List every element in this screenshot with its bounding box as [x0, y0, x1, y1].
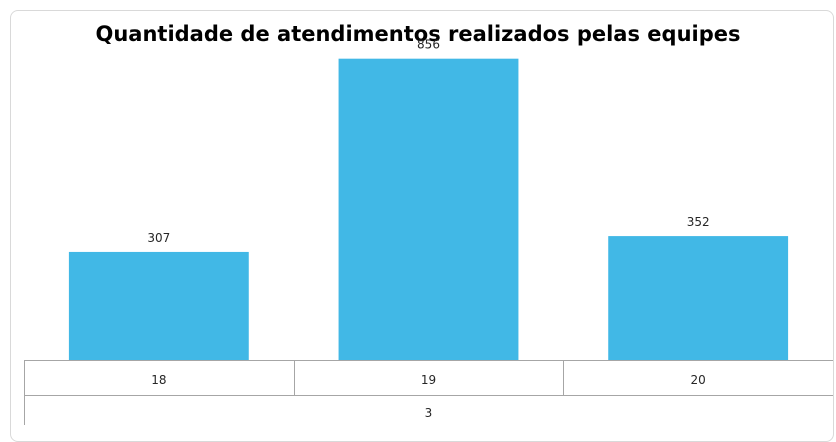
x-tick-label-20: 20: [691, 373, 706, 387]
data-label-19: 856: [417, 38, 440, 52]
x-tick-label-19: 19: [421, 373, 436, 387]
x-group-label: 3: [425, 406, 433, 420]
data-label-18: 307: [147, 231, 170, 245]
data-label-20: 352: [687, 215, 710, 229]
bar-19: [338, 58, 519, 361]
bar-18: [68, 251, 249, 360]
x-tick-label-18: 18: [151, 373, 166, 387]
bar-chart: 307 18 856 19 352 20 3: [24, 38, 833, 425]
bar-20: [608, 236, 789, 360]
chart-title: Quantidade de atendimentos realizados pe…: [95, 22, 741, 46]
